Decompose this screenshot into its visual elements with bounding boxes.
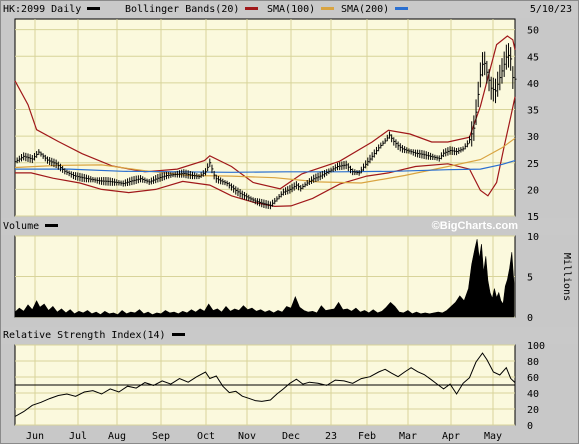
x-tick-may: May xyxy=(484,431,502,442)
chart-date: 5/10/23 xyxy=(529,4,572,15)
series-sma-200- xyxy=(15,160,516,173)
volume-header: Volume ©BigCharts.com xyxy=(1,218,578,235)
sma200-legend: SMA(200) xyxy=(341,1,409,18)
sma100-label: SMA(100) xyxy=(267,4,316,15)
bollinger-label: Bollinger Bands(20) xyxy=(125,4,240,15)
price-tick-40: 40 xyxy=(527,79,539,90)
x-tick-23: 23 xyxy=(325,431,337,442)
x-tick-mar: Mar xyxy=(399,431,417,442)
x-tick-aug: Aug xyxy=(108,431,126,442)
sma100-swatch xyxy=(321,6,335,10)
x-tick-jul: Jul xyxy=(69,431,87,442)
price-tick-35: 35 xyxy=(527,106,539,117)
price-tick-45: 45 xyxy=(527,52,539,63)
x-tick-feb: Feb xyxy=(358,431,376,442)
price-panel: 15 20 25 30 35 40 45 50 xyxy=(14,18,539,223)
sma100-legend: SMA(100) xyxy=(267,1,335,18)
price-background xyxy=(14,18,516,217)
rsi-tick-40: 40 xyxy=(527,389,539,400)
rsi-swatch xyxy=(171,332,185,336)
rsi-tick-60: 60 xyxy=(527,373,539,384)
sma200-label: SMA(200) xyxy=(341,4,390,15)
rsi-series xyxy=(14,352,516,417)
volume-series xyxy=(14,239,515,318)
x-tick-dec: Dec xyxy=(282,431,300,442)
price-tick-30: 30 xyxy=(527,132,539,143)
x-tick-oct: Oct xyxy=(197,431,215,442)
x-axis: Jun Jul Aug Sep Oct Nov Dec 23 Feb Mar Apr May xyxy=(26,431,502,442)
sma200-swatch xyxy=(395,6,409,10)
price-header: HK:2099 Daily Bollinger Bands(20) SMA(10… xyxy=(1,1,578,18)
ticker-legend: HK:2099 Daily xyxy=(3,1,101,18)
rsi-panel: 0 20 40 60 80 100 xyxy=(14,341,545,432)
x-tick-apr: Apr xyxy=(442,431,460,442)
series-sma-100- xyxy=(14,137,516,184)
series-bollinger-bands-20-lower xyxy=(15,96,516,208)
x-tick-nov: Nov xyxy=(238,431,256,442)
x-tick-sep: Sep xyxy=(152,431,170,442)
volume-legend: Volume xyxy=(3,218,59,235)
volume-tick-10: 10 xyxy=(527,232,539,243)
x-tick-jun: Jun xyxy=(26,431,44,442)
series-bollinger-bands-20- xyxy=(14,35,516,190)
price-bars xyxy=(14,43,517,210)
volume-tick-0: 0 xyxy=(527,313,533,324)
volume-panel: 0 5 10 Millions xyxy=(14,232,572,324)
rsi-tick-80: 80 xyxy=(527,357,539,368)
price-tick-50: 50 xyxy=(527,26,539,37)
volume-label: Volume xyxy=(3,221,40,232)
rsi-tick-0: 0 xyxy=(527,421,533,432)
price-swatch xyxy=(87,6,101,10)
volume-ylabel: Millions xyxy=(561,253,572,301)
rsi-tick-20: 20 xyxy=(527,405,539,416)
price-tick-20: 20 xyxy=(527,185,539,196)
volume-swatch xyxy=(45,223,59,227)
rsi-header: Relative Strength Index(14) xyxy=(1,327,578,344)
bigcharts-watermark: ©BigCharts.com xyxy=(431,220,518,232)
price-tick-15: 15 xyxy=(527,212,539,223)
price-tick-25: 25 xyxy=(527,159,539,170)
bollinger-swatch xyxy=(245,6,259,10)
volume-tick-5: 5 xyxy=(527,273,533,284)
rsi-label: Relative Strength Index(14) xyxy=(3,330,166,341)
rsi-tick-100: 100 xyxy=(527,341,545,352)
ticker-label: HK:2099 Daily xyxy=(3,4,82,15)
rsi-legend: Relative Strength Index(14) xyxy=(3,327,185,344)
bollinger-legend: Bollinger Bands(20) xyxy=(125,1,259,18)
